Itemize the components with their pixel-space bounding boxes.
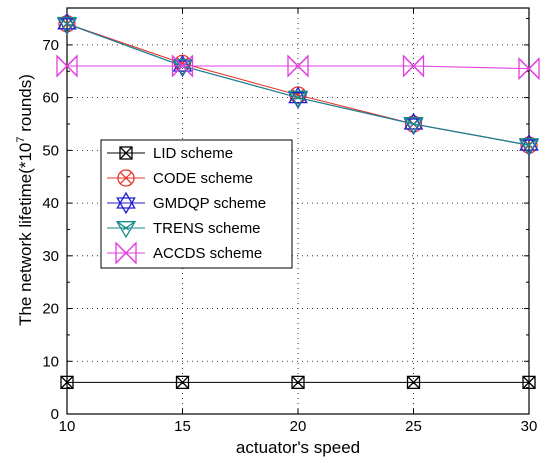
data-point-lid bbox=[522, 375, 536, 390]
y-axis-title-suffix: rounds) bbox=[16, 74, 35, 136]
y-axis-title-superscript: 7 bbox=[15, 136, 27, 142]
x-tick-label: 10 bbox=[59, 418, 76, 435]
y-axis-title-main: The network lifetime(*10 bbox=[16, 143, 35, 326]
y-tick-label: 40 bbox=[42, 195, 59, 212]
y-axis-title: The network lifetime(*107 rounds) bbox=[15, 74, 35, 326]
series-accds bbox=[56, 54, 540, 81]
legend-marker-lid bbox=[119, 146, 133, 160]
legend-label-gmdqp: GMDQP scheme bbox=[153, 195, 266, 212]
y-tick-label: 0 bbox=[51, 406, 59, 423]
x-tick-label: 20 bbox=[290, 418, 307, 435]
data-point-trens bbox=[518, 138, 540, 156]
x-tick-label: 15 bbox=[174, 418, 191, 435]
x-tick-label: 25 bbox=[405, 418, 422, 435]
data-point-accds-cross bbox=[518, 58, 540, 80]
legend-label-lid: LID scheme bbox=[153, 145, 233, 162]
y-tick-label: 50 bbox=[42, 142, 59, 159]
legend: LID scheme CODE scheme GMDQP scheme TRENS s… bbox=[100, 139, 293, 269]
legend-marker-gmdqp-inverse bbox=[116, 197, 136, 215]
legend-marker-lid-cross bbox=[119, 146, 133, 160]
data-point-lid-cross bbox=[176, 375, 189, 389]
x-axis-title: actuator's speed bbox=[236, 438, 360, 457]
series-group bbox=[56, 12, 540, 390]
data-point-trens-inner bbox=[288, 90, 308, 100]
y-tick-label: 10 bbox=[42, 353, 59, 370]
data-point-trens bbox=[403, 117, 424, 135]
data-point-trens-inner bbox=[404, 117, 423, 127]
data-point-lid-cross bbox=[291, 375, 305, 389]
data-point-accds-cross bbox=[172, 55, 193, 77]
legend-marker-code-cross bbox=[119, 171, 133, 185]
data-point-lid bbox=[175, 375, 190, 390]
y-tick-label: 20 bbox=[42, 301, 59, 318]
legend-marker-gmdqp bbox=[116, 191, 136, 209]
data-point-lid-cross bbox=[60, 375, 74, 389]
data-point-lid-cross bbox=[407, 375, 420, 389]
legend-marker-trens-inner bbox=[116, 221, 136, 231]
data-point-trens-inner bbox=[519, 138, 539, 148]
y-tick-label: 60 bbox=[42, 90, 59, 107]
data-point-accds-cross bbox=[403, 55, 424, 77]
data-point-lid bbox=[60, 375, 74, 390]
y-tick-label: 30 bbox=[42, 248, 59, 265]
data-point-accds-cross bbox=[56, 55, 78, 77]
legend-item-trens: TRENS scheme bbox=[107, 220, 261, 239]
data-point-trens-inner bbox=[57, 16, 77, 27]
legend-item-accds: ACCDS scheme bbox=[107, 241, 262, 265]
legend-marker-trens bbox=[115, 221, 137, 239]
legend-marker-accds-cross bbox=[115, 242, 137, 264]
data-point-lid-cross bbox=[522, 375, 536, 389]
legend-item-code: CODE scheme bbox=[107, 169, 253, 187]
y-tick-label: 70 bbox=[42, 37, 59, 54]
data-point-trens bbox=[172, 59, 193, 77]
legend-label-accds: ACCDS scheme bbox=[153, 245, 262, 262]
data-point-accds-cross bbox=[287, 55, 309, 77]
data-point-trens bbox=[287, 90, 309, 108]
legend-label-trens: TRENS scheme bbox=[153, 220, 261, 237]
legend-item-lid: LID scheme bbox=[107, 145, 233, 162]
data-point-lid bbox=[291, 375, 305, 390]
data-point-lid bbox=[406, 375, 421, 390]
data-point-trens bbox=[56, 16, 78, 35]
legend-label-code: CODE scheme bbox=[153, 170, 253, 187]
x-tick-label: 30 bbox=[521, 418, 538, 435]
series-lid bbox=[60, 375, 536, 390]
legend-item-gmdqp: GMDQP scheme bbox=[107, 191, 266, 215]
legend-marker-code bbox=[117, 169, 135, 187]
